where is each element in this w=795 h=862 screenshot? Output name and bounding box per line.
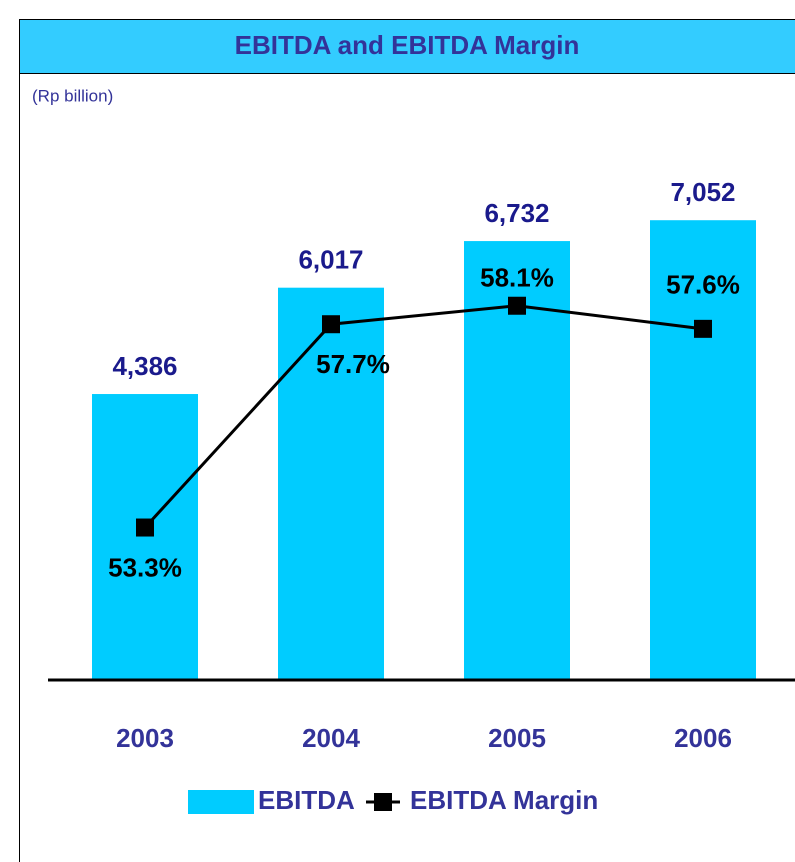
margin-value-label: 53.3% xyxy=(108,552,182,582)
margin-value-label: 58.1% xyxy=(480,263,554,293)
bar-value-label: 6,017 xyxy=(298,245,363,275)
bar-value-label: 7,052 xyxy=(670,177,735,207)
x-tick-label: 2005 xyxy=(488,723,546,753)
margin-line xyxy=(143,304,704,529)
x-tick-label: 2003 xyxy=(116,723,174,753)
bar-value-label: 6,732 xyxy=(484,198,549,228)
margin-value-label: 57.6% xyxy=(666,270,740,300)
chart-title: EBITDA and EBITDA Margin xyxy=(235,30,580,60)
legend-swatch-bar xyxy=(188,790,254,814)
margin-marker xyxy=(508,296,526,315)
bar xyxy=(92,394,198,680)
margin-marker xyxy=(694,319,712,338)
margin-marker xyxy=(136,518,154,537)
bar xyxy=(650,220,756,680)
title-band xyxy=(20,20,795,73)
bar-value-label: 4,386 xyxy=(112,351,177,381)
legend-swatch-marker xyxy=(374,793,392,811)
bar xyxy=(278,287,384,680)
margin-marker xyxy=(322,315,340,334)
legend-label: EBITDA Margin xyxy=(410,785,598,815)
chart-subtitle: (Rp billion) xyxy=(32,86,113,105)
margin-value-label: 57.7% xyxy=(316,349,390,379)
legend-label: EBITDA xyxy=(258,785,355,815)
x-tick-label: 2004 xyxy=(302,723,360,753)
x-tick-label: 2006 xyxy=(674,723,732,753)
